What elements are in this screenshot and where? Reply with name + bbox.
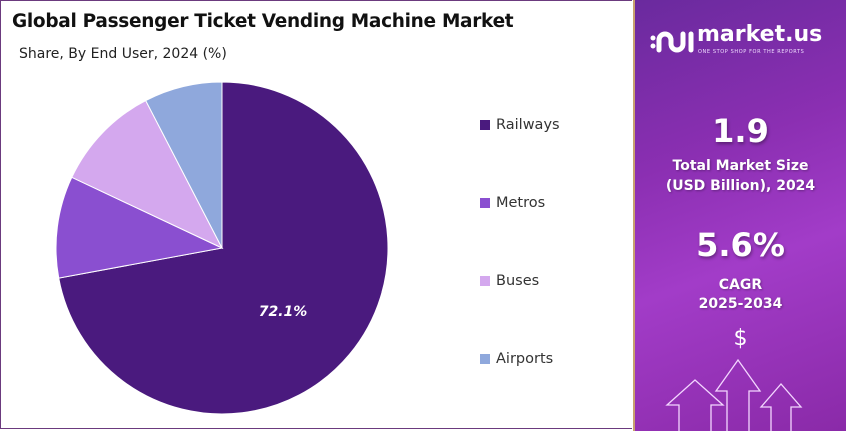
legend-label: Airports [496,351,554,367]
chart-frame [0,0,632,429]
legend-item-buses: Buses [480,272,539,290]
legend-item-railways: Railways [480,116,560,134]
pie-slice-metros [55,176,224,279]
market-size-label: Total Market Size [672,158,809,174]
legend-label: Metros [496,195,546,211]
legend-label: Buses [496,273,540,289]
legend-swatch [480,120,490,130]
data-label-railways: 72.1% [259,304,308,320]
growth-arrows-icon [665,358,803,431]
legend-swatch [480,198,490,208]
cagr-label: CAGR [718,277,763,293]
pie-slice-railways [58,81,389,415]
dollar-icon: $ [733,326,748,351]
pie-slice-airports [145,81,223,249]
legend-label: Railways [496,117,560,133]
legend-swatch [480,354,490,364]
legend-swatch [480,276,490,286]
pie-slice-buses [71,99,224,250]
stats-panel: market.us ONE STOP SHOP FOR THE REPORTS … [633,0,846,431]
market-size-unit: (USD Billion), 2024 [665,178,816,194]
chart-subtitle: Share, By End User, 2024 (%) [19,46,227,62]
cagr-value: 5.6% [696,226,785,264]
chart-title: Global Passenger Ticket Vending Machine … [12,11,514,32]
market-us-logo-icon [650,31,694,53]
legend-item-airports: Airports [480,350,553,368]
legend-item-metros: Metros [480,194,545,212]
pie-chart: 72.1% [55,81,389,415]
cagr-period: 2025-2034 [698,296,783,312]
brand-name: market.us [697,22,823,47]
brand-tagline: ONE STOP SHOP FOR THE REPORTS [698,49,805,55]
market-size-value: 1.9 [712,112,769,150]
